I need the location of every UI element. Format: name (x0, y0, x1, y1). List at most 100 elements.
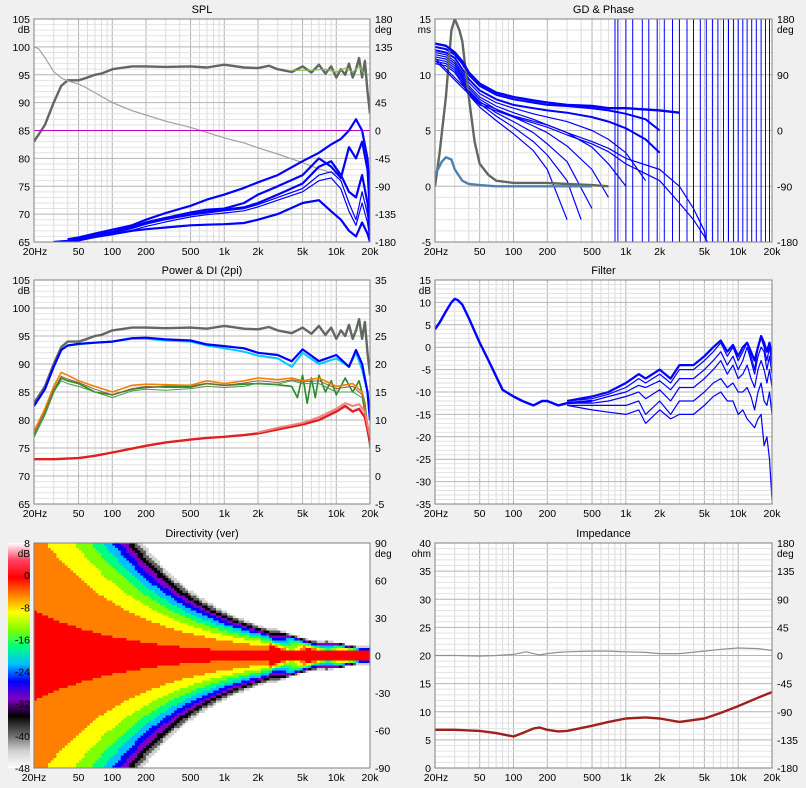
heatmap-cell (162, 595, 167, 599)
series-line[interactable] (34, 336, 370, 421)
series-line[interactable] (435, 42, 680, 114)
heatmap-cell (106, 603, 111, 607)
heatmap-cell (162, 615, 167, 619)
series-line[interactable] (34, 318, 370, 404)
series-line[interactable] (34, 404, 370, 461)
heatmap-cell (81, 608, 85, 612)
heatmap-cell (42, 560, 46, 564)
series-line[interactable] (257, 402, 370, 437)
heatmap-cell (62, 695, 66, 699)
series-line[interactable] (435, 297, 593, 407)
series-line[interactable] (435, 54, 627, 187)
heatmap-cell (59, 720, 63, 724)
heatmap-cell (148, 675, 153, 679)
heatmap-cell (36, 580, 41, 584)
heatmap-cell (112, 760, 116, 764)
heatmap-cell (151, 663, 155, 667)
heatmap-cell (36, 660, 41, 664)
series-line[interactable] (34, 371, 370, 443)
heatmap-cell (154, 608, 158, 612)
heatmap-cell (129, 698, 133, 702)
heatmap-cell (118, 718, 122, 722)
heatmap-cell (76, 743, 80, 747)
heatmap-cell (165, 683, 169, 687)
heatmap-cell (62, 600, 66, 604)
heatmap-cell (81, 633, 85, 637)
heatmap-cell (42, 653, 46, 657)
heatmap-cell (146, 573, 150, 577)
heatmap-cell (151, 623, 155, 627)
heatmap-cell (78, 585, 83, 589)
heatmap-cell (70, 545, 74, 549)
heatmap-cell (56, 585, 60, 589)
heatmap-cell (84, 635, 88, 639)
heatmap-cell (34, 643, 38, 647)
series-line[interactable] (67, 118, 370, 241)
heatmap-cell (146, 758, 150, 762)
heatmap-cell (126, 720, 130, 724)
heatmap-cell (168, 650, 172, 654)
series-line[interactable] (435, 51, 647, 182)
series-line[interactable] (67, 160, 370, 241)
chart-title: GD & Phase (573, 4, 634, 16)
heatmap-cell (98, 705, 102, 709)
y-tick-label: -5 (422, 237, 431, 249)
series-line[interactable] (435, 57, 708, 253)
series-line[interactable] (566, 334, 772, 403)
heatmap-cell (39, 635, 43, 639)
series-line[interactable] (566, 391, 772, 500)
heatmap-cell (123, 720, 127, 724)
heatmap-cell (70, 640, 74, 644)
heatmap-cell (53, 643, 57, 647)
heatmap-cell (106, 573, 111, 577)
series-line[interactable] (435, 58, 593, 209)
heatmap-cell (148, 545, 153, 549)
heatmap-cell (146, 608, 150, 612)
series-line[interactable] (435, 60, 582, 220)
heatmap-cell (106, 765, 111, 768)
heatmap-cell (118, 653, 122, 657)
heatmap-cell (115, 563, 119, 567)
heatmap-cell (157, 688, 161, 692)
heatmap-cell (143, 555, 147, 559)
series-line[interactable] (435, 49, 661, 154)
series-line[interactable] (34, 374, 370, 449)
heatmap-cell (92, 585, 97, 589)
heatmap-cell (59, 570, 63, 574)
heatmap-cell (70, 553, 74, 557)
series-line[interactable] (435, 45, 661, 132)
series-line[interactable] (567, 378, 772, 415)
series-line[interactable] (34, 46, 337, 175)
heatmap-cell (162, 720, 167, 724)
heatmap-cell (115, 765, 119, 768)
heatmap-cell (104, 660, 108, 664)
series-line[interactable] (34, 56, 370, 143)
series-line[interactable] (67, 171, 370, 242)
series-line[interactable] (53, 199, 370, 242)
series-line[interactable] (34, 380, 370, 449)
series-line[interactable] (567, 360, 772, 404)
heatmap-cell (109, 710, 113, 714)
heatmap-cell (73, 625, 77, 629)
heatmap-cell (90, 585, 94, 589)
heatmap-cell (53, 710, 57, 714)
heatmap-cell (70, 688, 74, 692)
series-line[interactable] (291, 65, 366, 76)
heatmap-cell (67, 595, 71, 599)
heatmap-cell (34, 673, 38, 677)
heatmap-cell (162, 750, 167, 754)
heatmap-cell (81, 725, 85, 729)
heatmap-cell (157, 598, 161, 602)
heatmap-cell (39, 705, 43, 709)
series-line[interactable] (567, 346, 772, 404)
heatmap-cell (70, 695, 74, 699)
series-line[interactable] (435, 19, 609, 188)
series-line[interactable] (435, 63, 568, 220)
series-line[interactable] (34, 375, 370, 446)
heatmap-cell (95, 763, 99, 767)
series-line[interactable] (435, 156, 592, 188)
heatmap-cell (95, 750, 99, 754)
heatmap-cell (73, 738, 77, 742)
heatmap-cell (81, 675, 85, 679)
heatmap-cell (126, 740, 130, 744)
